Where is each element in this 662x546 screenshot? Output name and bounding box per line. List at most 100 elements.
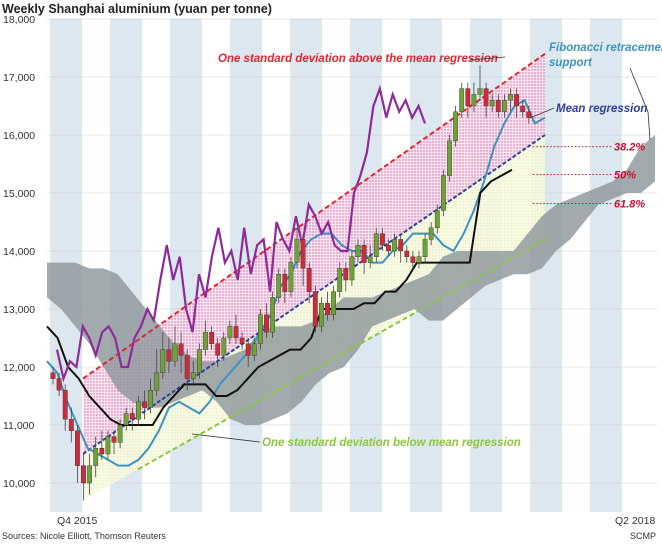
candle-body	[526, 111, 532, 118]
candle-body	[270, 297, 275, 333]
candle-body	[68, 419, 74, 432]
purple-series-line	[55, 84, 427, 383]
y-tick-label: 13,000	[3, 304, 35, 316]
candle-body	[142, 401, 147, 408]
upper-annotation-leader	[469, 56, 506, 61]
candle-body	[465, 88, 471, 107]
y-tick-label: 10,000	[3, 478, 35, 490]
candle-body	[135, 401, 141, 420]
candle-body	[349, 256, 355, 281]
y-tick-label: 12,000	[3, 362, 35, 374]
candle-body	[306, 268, 312, 292]
candle-body	[184, 355, 190, 379]
candle-body	[361, 244, 367, 263]
candle-body	[129, 413, 135, 420]
candle-body	[227, 326, 233, 339]
y-tick-label: 16,000	[3, 130, 35, 142]
candle-body	[477, 88, 483, 95]
y-tick-label: 17,000	[3, 72, 35, 84]
candle-body	[105, 436, 111, 455]
lower-band-line	[137, 238, 546, 471]
candle-body	[196, 349, 202, 374]
regression-annotation-leader	[529, 107, 555, 119]
chart-title: Weekly Shanghai aluminium (yuan per tonn…	[2, 2, 272, 16]
candle-body	[288, 262, 294, 292]
candle-body	[337, 268, 343, 292]
fib-level-label: 61.8%	[614, 198, 645, 210]
candle-body	[520, 105, 526, 113]
candle-body	[294, 239, 300, 263]
candle-body	[178, 343, 184, 356]
candle-body	[312, 291, 318, 327]
candle-body	[441, 175, 446, 211]
candle-body	[160, 349, 166, 374]
candle-body	[300, 239, 306, 269]
candle-body	[233, 326, 239, 339]
candlesticks	[50, 65, 532, 501]
candle-body	[245, 343, 251, 356]
candle-body	[221, 337, 227, 356]
candle-body	[514, 94, 520, 107]
y-tick-label: 14,000	[3, 246, 35, 258]
candle-body	[410, 256, 416, 263]
candle-body	[117, 424, 123, 443]
candle-body	[386, 244, 391, 252]
source-note: Sources: Nicole Elliott, Thomson Reuters	[2, 531, 166, 541]
candle-body	[428, 227, 434, 240]
candle-body	[319, 303, 324, 327]
candle-body	[203, 332, 208, 350]
candle-body	[264, 314, 269, 333]
candle-body	[355, 244, 361, 257]
candle-body	[471, 94, 477, 107]
candle-body	[459, 88, 465, 112]
y-tick-label: 18,000	[3, 14, 35, 26]
candle-body	[422, 239, 428, 257]
candle-body	[331, 291, 336, 316]
candle-body	[99, 448, 105, 455]
y-tick-label: 15,000	[3, 188, 35, 200]
quarter-stripe	[590, 19, 622, 512]
fib-annotation-leader	[629, 67, 651, 141]
annotations: 38.2% 50% 61.8% One standard deviation abov…	[191, 42, 662, 449]
candle-body	[251, 343, 257, 356]
candle-body	[508, 94, 513, 101]
candle-body	[56, 378, 62, 391]
candle-body	[282, 274, 288, 292]
candle-body	[87, 465, 93, 484]
y-tick-label: 11,000	[3, 420, 34, 432]
candle-body	[166, 349, 172, 362]
regression-annotation: Mean regression	[556, 103, 647, 115]
candle-body	[123, 413, 129, 426]
candle-body	[380, 233, 385, 246]
candle-body	[398, 239, 404, 252]
candle-body	[74, 430, 80, 466]
candle-body	[62, 390, 68, 420]
candle-body	[502, 99, 507, 112]
candle-body	[392, 239, 397, 252]
candle-body	[367, 256, 373, 263]
fib-level-label: 38.2%	[614, 142, 645, 154]
candle-body	[447, 140, 452, 176]
candle-body	[111, 436, 117, 443]
candle-body	[154, 372, 160, 391]
candle-body	[190, 372, 196, 379]
candle-body	[416, 256, 422, 263]
candle-body	[148, 390, 153, 408]
fib-level-label: 50%	[614, 169, 636, 181]
candle-body	[215, 343, 221, 356]
candle-body	[93, 448, 99, 466]
axis-labels: 18,000 17,000 16,000 15,000 14,000 13,000 12,0…	[3, 14, 655, 527]
candle-body	[489, 99, 495, 107]
candle-body	[239, 337, 245, 344]
candle-body	[434, 210, 440, 228]
candle-body	[373, 233, 379, 258]
lower-band-annotation: One standard deviation below mean regres…	[262, 437, 521, 449]
candle-body	[209, 332, 214, 345]
candle-body	[495, 99, 501, 112]
candle-body	[81, 465, 86, 484]
lower-annotation-leader	[191, 433, 261, 443]
candle-body	[404, 250, 410, 257]
candle-body	[343, 268, 349, 281]
x-tick-label: Q4 2015	[57, 515, 97, 527]
fib-annotation-line2: support	[549, 57, 593, 69]
